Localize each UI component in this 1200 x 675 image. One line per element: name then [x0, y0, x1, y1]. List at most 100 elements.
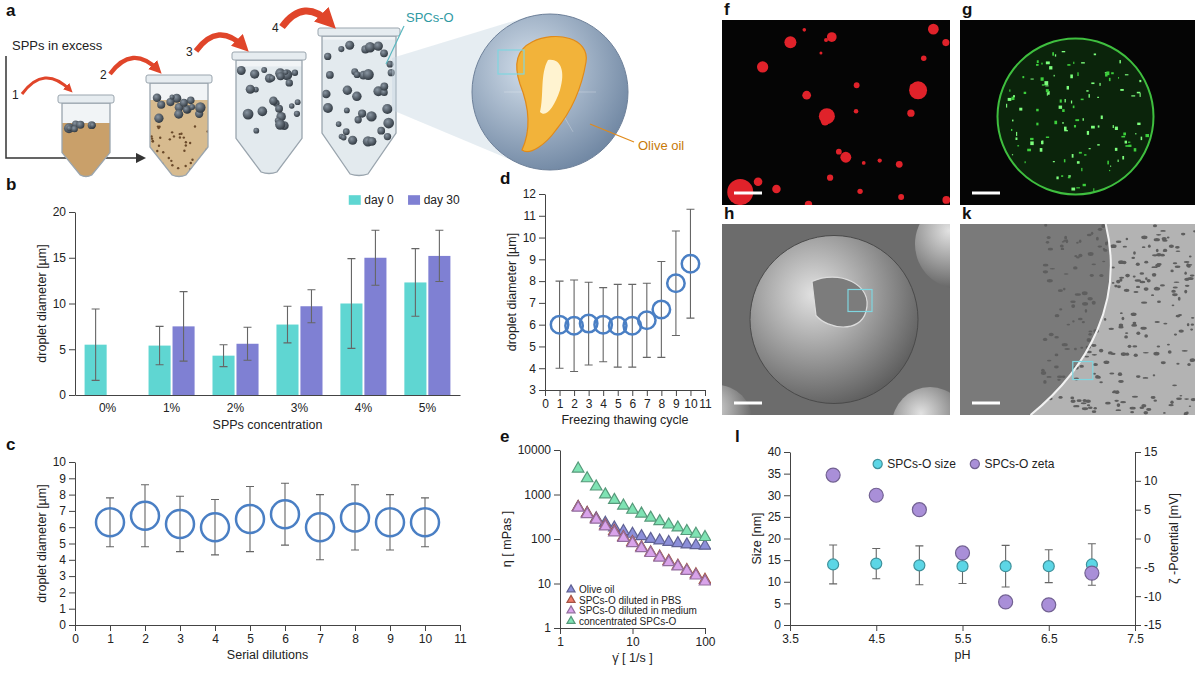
legend-swatch	[408, 195, 420, 205]
pore	[1088, 406, 1093, 408]
micrograph-f: f	[722, 0, 950, 208]
y-tick: 7	[529, 296, 545, 310]
droplet	[90, 122, 96, 128]
pore	[1046, 376, 1051, 378]
x-tick: 100	[695, 628, 715, 649]
y-tick-label: 10	[53, 297, 67, 311]
speckle	[1135, 133, 1136, 134]
y-tick-mark	[69, 395, 75, 396]
droplet	[286, 79, 293, 86]
y-tick-label: 40	[768, 445, 782, 459]
y-tick: 9	[59, 472, 75, 486]
data-point	[96, 508, 124, 536]
droplet	[836, 149, 842, 155]
error-bar	[176, 496, 184, 551]
legend: day 0day 30	[349, 193, 460, 207]
pore	[1109, 328, 1114, 330]
y-tick-mark	[69, 495, 75, 496]
pore	[1119, 324, 1124, 327]
x-tick: 9	[387, 625, 394, 646]
y-tick-mark	[69, 609, 75, 610]
pore	[1119, 277, 1124, 279]
droplet	[857, 189, 862, 194]
pore	[1102, 261, 1105, 263]
pore	[1154, 287, 1160, 290]
y2-tick: 15	[1135, 445, 1158, 459]
speckle	[1125, 74, 1129, 75]
x-tick-mark	[647, 390, 648, 396]
droplet	[382, 104, 392, 114]
droplet	[907, 110, 914, 117]
speckle	[1022, 76, 1024, 78]
speckle	[1105, 73, 1108, 76]
y-tick-mark	[784, 560, 790, 561]
x-tick-mark	[180, 625, 181, 631]
speckle	[1056, 176, 1058, 179]
speckle	[1099, 83, 1100, 86]
speckle	[1081, 99, 1084, 101]
legend-item: SPCs-O diluted in PBS	[567, 595, 682, 606]
pore	[1079, 239, 1082, 243]
data-point	[667, 275, 684, 292]
droplet	[942, 196, 950, 204]
y-tick-mark	[539, 194, 545, 195]
droplet	[277, 72, 285, 80]
y-tick-mark	[784, 452, 790, 453]
pore	[1130, 407, 1136, 410]
error-bar	[351, 485, 359, 550]
speckle	[1107, 161, 1109, 165]
x-tick-mark	[460, 625, 461, 631]
x-tick-label: 4%	[355, 401, 373, 415]
legend-label: SPCs-O diluted in medium	[579, 605, 697, 616]
droplet	[275, 105, 283, 113]
pore	[1190, 358, 1195, 362]
pore	[1144, 287, 1149, 291]
capsule	[472, 14, 628, 170]
pore	[1140, 272, 1145, 275]
pore	[1112, 391, 1115, 393]
pore	[1156, 253, 1161, 256]
speckle	[1076, 187, 1080, 188]
x-tick-mark	[876, 625, 877, 631]
y-tick: 10	[53, 455, 75, 469]
y-tick-label: 10000	[518, 443, 552, 457]
pore	[1081, 402, 1087, 404]
x-tick: 1%	[163, 395, 181, 415]
speckle	[1055, 54, 1056, 56]
speckle	[1068, 177, 1071, 178]
particle	[189, 142, 191, 144]
pore	[1091, 232, 1093, 235]
x-tick-mark	[632, 390, 633, 396]
y-tick-label: 5	[774, 597, 781, 611]
pore	[1148, 245, 1151, 248]
x-tick: 4	[600, 390, 607, 411]
particle	[168, 157, 170, 159]
x-axis: 01234567891011	[542, 390, 712, 411]
pore	[1178, 297, 1181, 301]
droplet	[187, 97, 195, 105]
droplet	[243, 109, 254, 120]
tube-liquid	[62, 123, 110, 203]
x-tick-label: 7	[317, 632, 324, 646]
x-tick-mark	[560, 628, 561, 634]
pore	[1054, 365, 1059, 368]
pore	[1078, 254, 1082, 257]
y-tick-mark	[554, 584, 560, 585]
y-tick-mark	[784, 474, 790, 475]
x-tick-label: 4	[212, 632, 219, 646]
y-tick-label: 6	[59, 521, 66, 535]
x-tick-mark	[705, 628, 706, 634]
error-bar	[585, 282, 593, 365]
y-tick-label: 10	[523, 231, 537, 245]
y2-tick-label: -15	[1144, 618, 1162, 632]
pore	[1079, 365, 1084, 368]
speckle	[1113, 125, 1114, 128]
tube-rim	[318, 28, 400, 36]
y-tick: 15	[53, 251, 75, 265]
pore	[1176, 315, 1179, 317]
y-tick-mark	[69, 462, 75, 463]
y2-tick-mark	[1135, 596, 1141, 597]
particle	[184, 165, 186, 167]
pore	[1172, 384, 1177, 386]
micrograph	[722, 224, 950, 415]
